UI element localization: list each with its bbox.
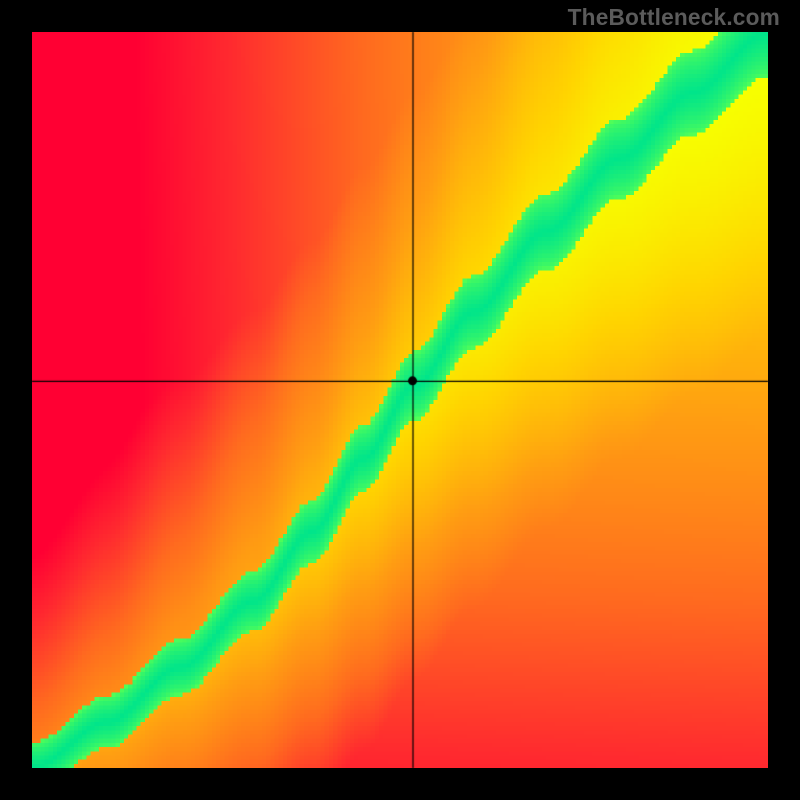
chart-container: TheBottleneck.com <box>0 0 800 800</box>
watermark-text: TheBottleneck.com <box>568 4 780 31</box>
heatmap-canvas <box>32 32 768 768</box>
